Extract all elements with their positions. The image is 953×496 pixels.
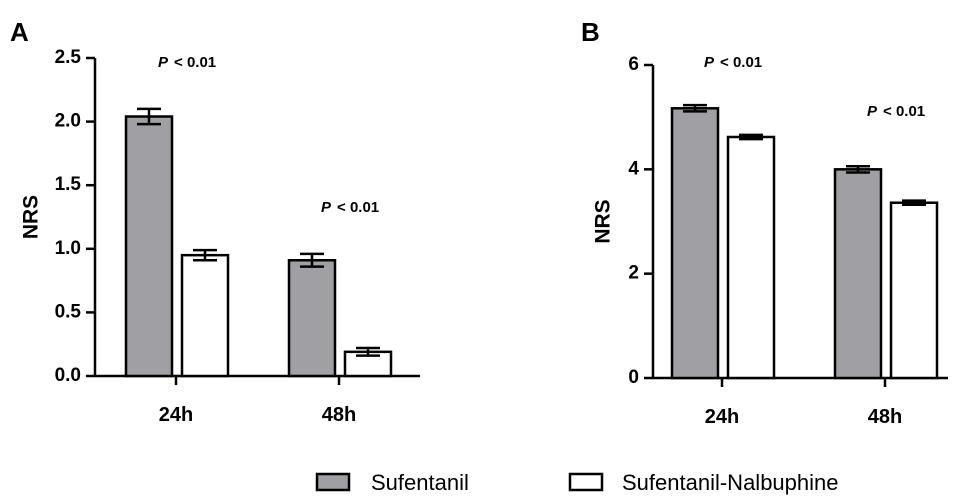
p-value-text: < 0.01 <box>337 199 379 216</box>
bar <box>180 253 230 378</box>
p-symbol: P <box>321 199 332 216</box>
legend-swatch <box>315 472 351 492</box>
y-tick-label: 4 <box>628 158 639 179</box>
p-value-annotation: P < 0.01 <box>321 199 379 216</box>
y-tick-label: 6 <box>628 54 639 75</box>
y-tick-label: 2.0 <box>55 111 81 132</box>
legend-label: Sufentanil <box>371 470 469 495</box>
p-symbol: P <box>158 54 169 71</box>
legend: Sufentanil Sufentanil-Nalbuphine <box>315 470 839 495</box>
p-value-text: < 0.01 <box>720 54 762 71</box>
y-axis-title: NRS <box>20 195 43 239</box>
y-axis-title: NRS <box>592 199 615 243</box>
p-value-text: < 0.01 <box>883 103 925 120</box>
x-tick-label: 48h <box>322 404 356 426</box>
p-symbol: P <box>704 54 715 71</box>
bar <box>124 115 174 378</box>
x-tick-label: 48h <box>868 406 902 428</box>
p-value-annotation: P < 0.01 <box>867 103 925 120</box>
y-tick-label: 2.5 <box>55 47 82 68</box>
p-value-annotation: P < 0.01 <box>704 54 762 71</box>
bar <box>833 168 883 380</box>
bar <box>287 258 337 378</box>
x-tick-label: 24h <box>159 404 193 426</box>
y-tick-label: 1.5 <box>55 174 82 195</box>
bar <box>726 135 776 380</box>
y-tick-label: 0.5 <box>55 301 82 322</box>
panel-letter: B <box>581 17 600 47</box>
y-tick-label: 0.0 <box>55 365 81 386</box>
bar <box>889 201 939 380</box>
p-symbol: P <box>867 103 878 120</box>
panel-letter: A <box>10 17 29 47</box>
legend-swatch <box>568 472 604 492</box>
p-value-text: < 0.01 <box>174 54 216 71</box>
panel-b: B NRS 0 2 4 6 24h P < 0.01 48h P < 0.01 <box>581 17 948 428</box>
y-tick-label: 0 <box>628 367 639 388</box>
p-value-annotation: P < 0.01 <box>158 54 216 71</box>
y-tick-label: 2 <box>628 263 639 284</box>
x-tick-label: 24h <box>705 406 739 428</box>
panel-a: A NRS 0.0 0.5 1.0 1.5 2.0 2.5 24h P < 0.01 48h P < 0.… <box>10 17 420 426</box>
legend-label: Sufentanil-Nalbuphine <box>622 470 839 495</box>
bar <box>670 107 720 380</box>
y-tick-label: 1.0 <box>55 238 81 259</box>
